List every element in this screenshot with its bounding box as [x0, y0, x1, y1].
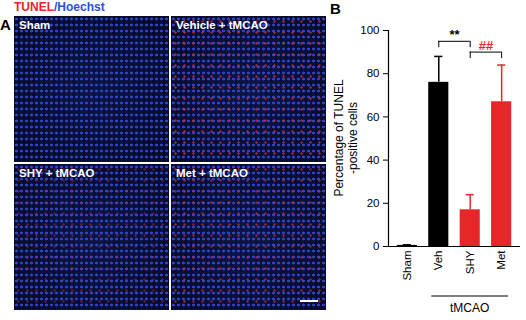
html-text:SHY + tMCAO: SHY + tMCAO	[19, 167, 95, 179]
svg-text:-positive cells: -positive cells	[346, 102, 360, 174]
svg-text:20: 20	[367, 197, 380, 209]
svg-text:**: **	[449, 27, 460, 42]
svg-text:60: 60	[367, 111, 380, 123]
svg-text:80: 80	[367, 67, 380, 79]
svg-text:tMCAO: tMCAO	[450, 301, 489, 315]
svg-text:SHY: SHY	[464, 250, 476, 274]
html-text:TUNEL /Hoechst: TUNEL /Hoechst	[14, 0, 105, 14]
svg-text:##: ##	[479, 38, 494, 53]
svg-text:Sham: Sham	[401, 251, 413, 281]
html-text:A: A	[0, 16, 11, 33]
svg-text:Percentage of TUNEL: Percentage of TUNEL	[332, 79, 346, 197]
html-text:Sham: Sham	[19, 19, 51, 31]
html-text:Vehicle + tMCAO: Vehicle + tMCAO	[176, 19, 268, 31]
svg-text:Veh: Veh	[432, 251, 444, 271]
html-text:B: B	[330, 0, 341, 17]
svg-text:100: 100	[360, 24, 379, 36]
svg-text:Met: Met	[495, 250, 507, 270]
svg-text:40: 40	[367, 154, 380, 166]
html-text:Met + tMCAO: Met + tMCAO	[176, 167, 248, 179]
svg-text:0: 0	[373, 240, 379, 252]
